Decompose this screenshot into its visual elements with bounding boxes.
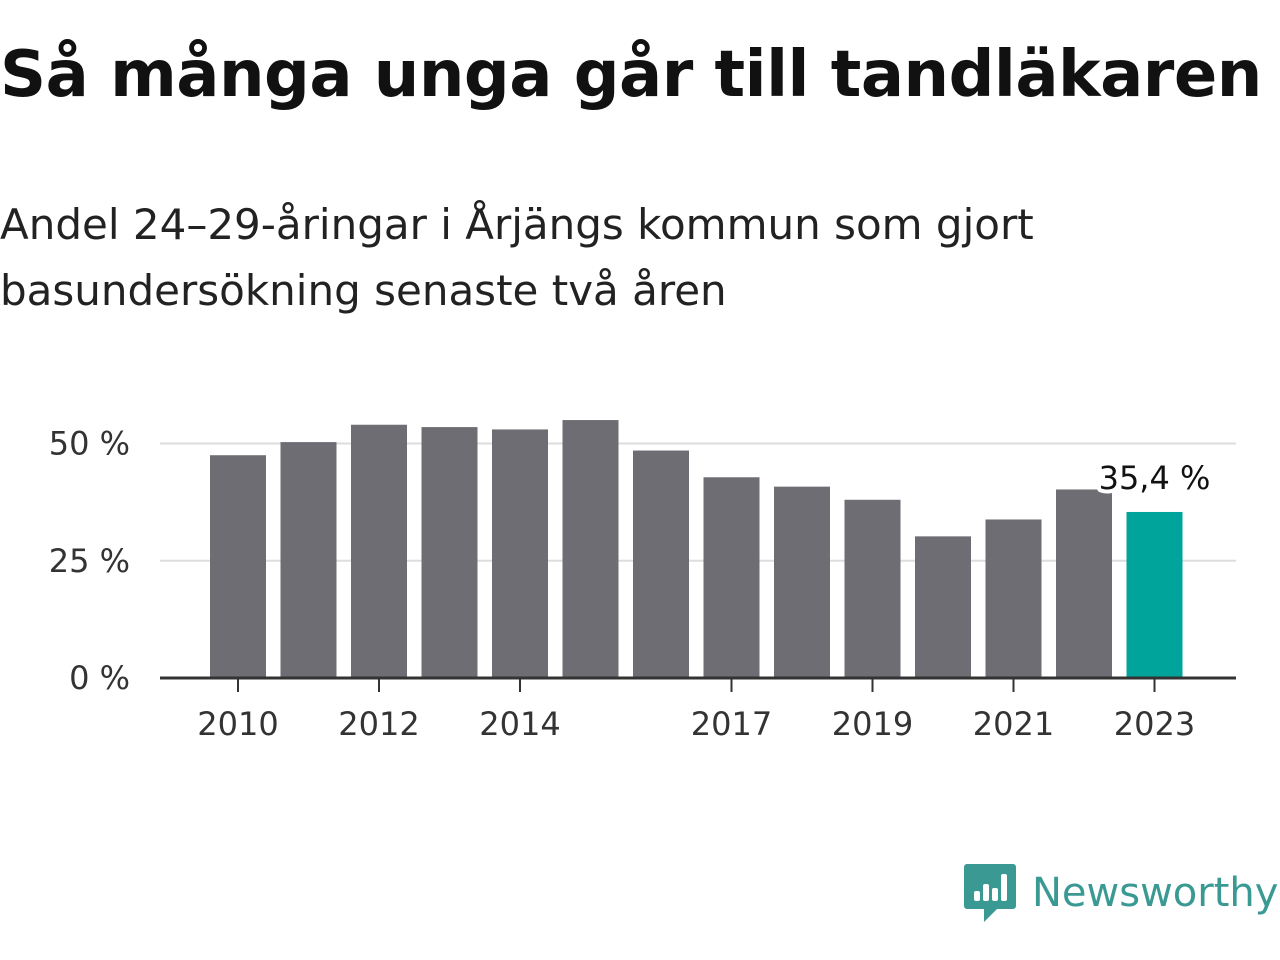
chart-subtitle: Andel 24–29-åringar i Årjängs kommun som…: [0, 200, 1034, 315]
bars: [210, 420, 1183, 678]
newsworthy-logo-icon: [964, 864, 1016, 922]
bar-2018: [774, 486, 830, 678]
x-tick-label-2010: 2010: [197, 705, 278, 743]
bar-2014: [492, 429, 548, 678]
x-tick-label-2019: 2019: [832, 705, 913, 743]
brand-name: Newsworthy: [1032, 870, 1279, 916]
bar-chart: 0 % 25 % 50 % 2010 2012 2014 2017 2019 2021 2023…: [49, 420, 1236, 743]
y-tick-label-0: 0 %: [69, 659, 130, 697]
bar-2015: [562, 420, 619, 678]
x-tick-label-2014: 2014: [479, 705, 560, 743]
value-label-2023: 35,4 %: [1099, 459, 1211, 497]
bar-2011: [280, 442, 337, 678]
bar-2021: [985, 519, 1042, 678]
bar-2016: [633, 450, 689, 678]
x-tick-label-2023: 2023: [1114, 705, 1195, 743]
chart-title: Så många unga går till tandläkaren: [0, 38, 1262, 112]
bar-2010: [210, 455, 266, 678]
value-labels: 35,4 %: [1095, 455, 1215, 501]
x-tick-label-2012: 2012: [338, 705, 419, 743]
newsworthy-brand: Newsworthy: [964, 862, 1278, 924]
bar-2012: [351, 424, 407, 678]
bar-2013: [421, 427, 478, 678]
y-tick-label-50: 50 %: [49, 425, 130, 463]
x-tick-label-2017: 2017: [691, 705, 772, 743]
bar-2017: [703, 477, 760, 678]
x-axis-ticks: 2010 2012 2014 2017 2019 2021 2023: [197, 678, 1195, 743]
y-tick-label-25: 25 %: [49, 542, 130, 580]
bar-2019: [844, 499, 901, 678]
bar-2020: [915, 536, 971, 678]
bar-2022: [1056, 489, 1112, 678]
y-axis-tick-labels: 0 % 25 % 50 %: [49, 425, 130, 698]
x-tick-label-2021: 2021: [973, 705, 1054, 743]
bar-2023: [1126, 511, 1183, 678]
